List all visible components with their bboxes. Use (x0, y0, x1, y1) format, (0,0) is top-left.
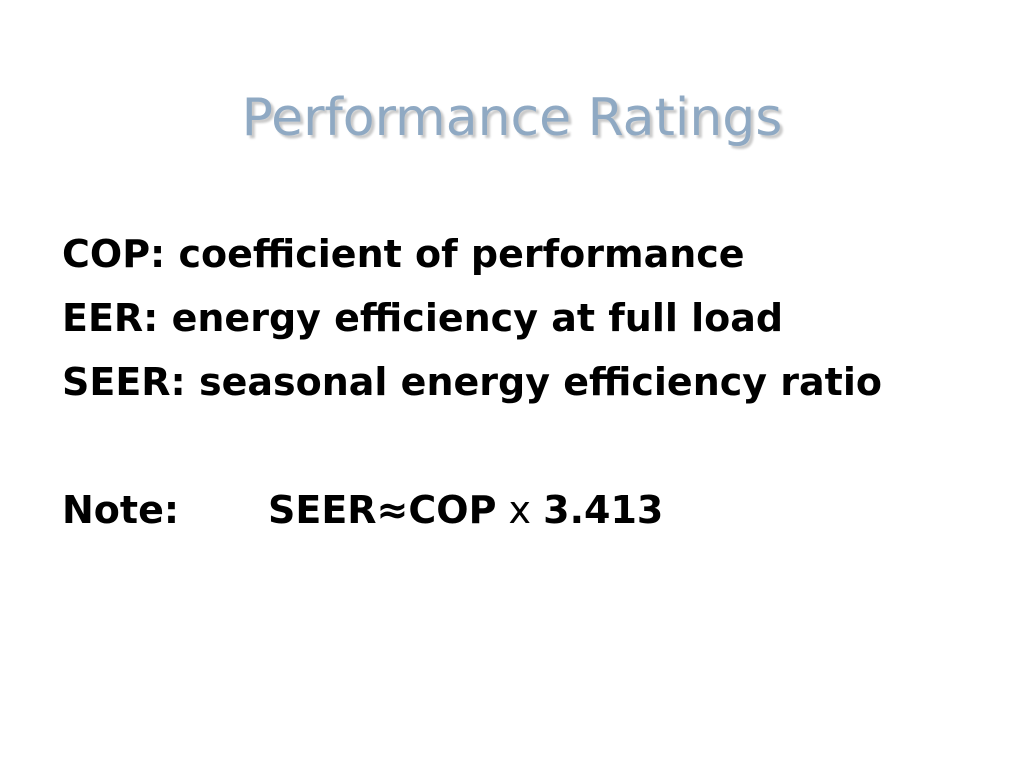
definition: COP: coefficient of performance (62, 232, 745, 276)
formula-operator: x (508, 488, 532, 532)
note-formula: SEER≈COP x 3.413 (268, 488, 663, 532)
definition: SEER: seasonal energy efficiency ratio (62, 360, 882, 404)
definition: EER: energy efficiency at full load (62, 296, 784, 340)
formula-right: 3.413 (543, 488, 664, 532)
note-label: Note: (62, 488, 180, 532)
formula-left: SEER≈COP (268, 488, 497, 532)
slide-title: Performance Ratings (241, 88, 783, 148)
